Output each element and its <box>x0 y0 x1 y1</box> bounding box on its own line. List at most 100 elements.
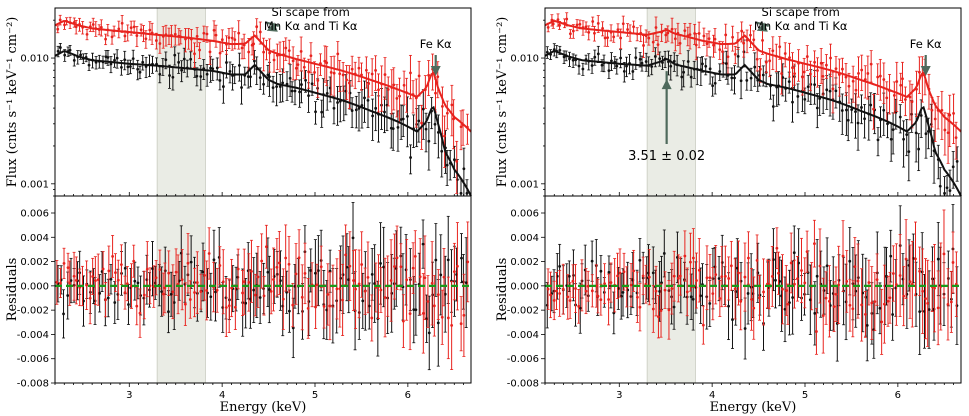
data-point <box>784 289 788 292</box>
data-point <box>309 269 313 272</box>
data-point <box>85 283 89 287</box>
data-point <box>123 34 127 38</box>
data-point <box>801 75 804 79</box>
data-point <box>743 275 747 279</box>
annotation-text: 3.51 ± 0.02 <box>628 149 705 164</box>
data-point <box>74 25 78 29</box>
data-point <box>551 22 555 26</box>
data-point <box>69 279 73 282</box>
data-point <box>660 281 663 285</box>
annotation-text: Si scape from <box>272 5 350 19</box>
data-point <box>731 35 735 39</box>
data-point <box>856 279 860 283</box>
data-point <box>774 278 777 282</box>
data-point <box>195 281 199 284</box>
data-point <box>237 63 241 67</box>
data-point <box>898 274 902 277</box>
data-point <box>326 293 330 296</box>
data-point <box>383 110 386 114</box>
data-point <box>555 289 558 293</box>
data-point <box>278 85 282 89</box>
data-point <box>173 53 177 57</box>
data-point <box>875 278 879 282</box>
data-point <box>707 37 711 40</box>
data-point <box>294 272 298 276</box>
data-point <box>440 149 444 153</box>
data-point <box>101 267 105 271</box>
data-point <box>313 271 317 275</box>
x-tick-label: 3 <box>616 390 622 401</box>
data-point <box>268 75 271 79</box>
data-point <box>621 22 625 26</box>
annotation-arrow-head <box>266 22 278 32</box>
data-point <box>815 274 819 278</box>
data-point <box>58 18 62 22</box>
data-point <box>236 267 240 271</box>
data-point <box>653 55 657 58</box>
data-point <box>680 75 684 79</box>
data-point <box>441 105 444 108</box>
data-point <box>462 313 466 317</box>
data-point <box>414 308 418 312</box>
data-point <box>568 299 572 302</box>
data-point <box>854 88 858 92</box>
annotation-text: Mn Kα and Ti Kα <box>264 19 358 33</box>
data-point <box>635 295 639 299</box>
data-point <box>640 61 644 65</box>
data-point <box>169 292 173 296</box>
data-point <box>271 86 275 90</box>
data-point <box>789 261 793 265</box>
data-point <box>294 66 298 70</box>
data-point <box>224 306 228 309</box>
residuals-panel-left: 0.006 0.004 0.002 0.000 -0.002 -0.004 -0.006 -0… <box>5 195 472 415</box>
data-point <box>708 67 712 71</box>
data-point <box>612 35 616 39</box>
data-point <box>360 263 364 266</box>
data-point <box>921 289 925 293</box>
data-point <box>758 296 761 300</box>
data-point <box>452 158 456 162</box>
data-point <box>815 106 819 110</box>
data-point <box>354 287 357 291</box>
data-point <box>350 109 354 113</box>
data-point <box>558 292 562 295</box>
data-point <box>834 89 838 93</box>
y-tick-label: 0.001 <box>20 179 49 190</box>
data-point <box>66 266 70 270</box>
data-point <box>446 316 450 320</box>
data-point <box>914 131 918 135</box>
data-point <box>72 274 76 278</box>
data-point <box>821 74 825 78</box>
y-tick-label: 0.004 <box>510 233 539 244</box>
data-point <box>824 296 828 300</box>
data-point <box>545 50 549 54</box>
data-point <box>938 184 942 188</box>
data-point <box>619 36 623 40</box>
data-point <box>442 275 446 279</box>
data-point <box>180 68 184 72</box>
data-point <box>607 69 611 73</box>
data-point <box>841 254 845 258</box>
data-point <box>163 286 167 290</box>
x-tick-label: 6 <box>405 390 411 401</box>
data-point <box>619 56 623 60</box>
data-point <box>603 36 607 40</box>
data-point <box>154 39 158 42</box>
data-point <box>272 58 276 62</box>
data-point <box>733 76 736 80</box>
data-point <box>79 53 83 57</box>
data-point <box>436 130 440 134</box>
data-point <box>834 67 838 70</box>
data-point <box>281 297 285 301</box>
data-point <box>901 77 904 81</box>
x-tick-label: 3 <box>126 390 132 401</box>
data-point <box>396 125 400 129</box>
data-point <box>379 288 383 292</box>
data-point <box>905 133 909 137</box>
data-point <box>357 282 361 286</box>
data-point <box>727 304 730 308</box>
data-point <box>739 79 743 83</box>
data-point <box>123 291 127 295</box>
data-point <box>227 36 231 40</box>
model-line-black <box>54 50 472 197</box>
